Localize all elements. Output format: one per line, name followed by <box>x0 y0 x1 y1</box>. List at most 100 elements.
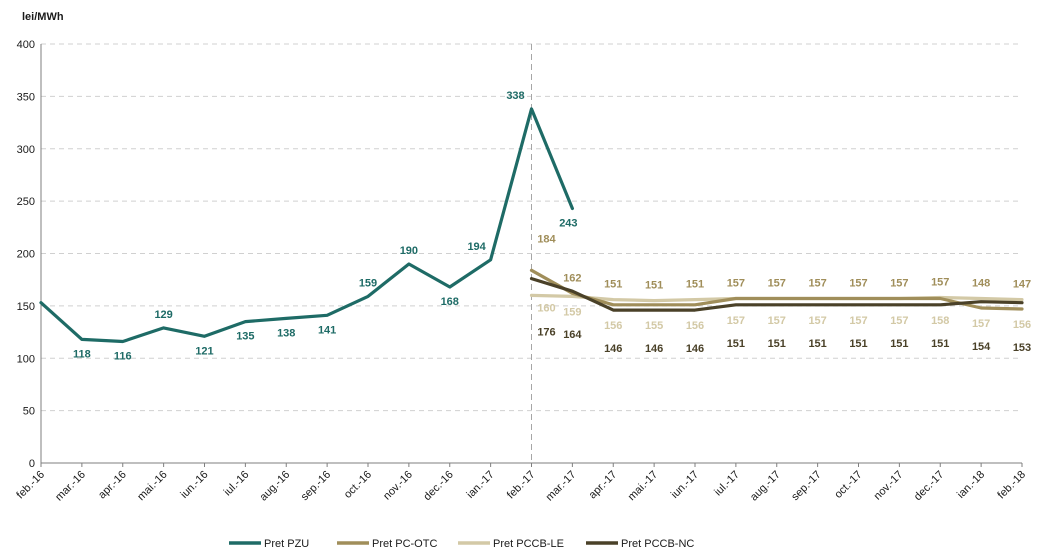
y-tick-label: 100 <box>17 353 35 365</box>
data-label: 151 <box>768 338 786 350</box>
data-label: 154 <box>972 341 991 353</box>
x-tick-label: aug.-16 <box>258 469 293 504</box>
data-label: 160 <box>537 302 555 314</box>
y-tick-label: 300 <box>17 144 35 156</box>
data-label: 151 <box>931 338 949 350</box>
data-label: 151 <box>604 279 622 291</box>
data-label: 151 <box>890 338 908 350</box>
data-label: 156 <box>604 320 622 332</box>
x-tick-label: oct.-17 <box>832 469 864 501</box>
data-label: 158 <box>931 315 949 327</box>
x-tick-label: iun.-17 <box>669 469 701 501</box>
data-label: 157 <box>808 278 826 290</box>
x-tick-label: mar.-17 <box>544 469 579 504</box>
data-label: 157 <box>768 278 786 290</box>
data-label: 156 <box>1013 319 1031 331</box>
data-label: 157 <box>890 315 908 327</box>
data-label: 157 <box>808 315 826 327</box>
data-label: 146 <box>645 343 663 355</box>
x-tick-label: dec.-16 <box>421 469 455 503</box>
data-label: 135 <box>236 331 254 343</box>
x-tick-label: mar.-16 <box>53 469 88 504</box>
x-tick-label: apr.-16 <box>96 469 129 502</box>
x-tick-label: ian.-17 <box>464 469 496 501</box>
data-label: 162 <box>563 272 581 284</box>
x-tick-label: iul.-17 <box>712 469 742 499</box>
x-tick-label: feb.-18 <box>995 469 1028 502</box>
data-label: 168 <box>441 296 459 308</box>
data-label: 147 <box>1013 279 1031 291</box>
x-tick-label: mai.-16 <box>135 469 169 503</box>
x-tick-label: feb.-16 <box>14 469 47 502</box>
data-label: 190 <box>400 245 418 257</box>
data-label: 129 <box>154 309 172 321</box>
data-label: 157 <box>727 278 745 290</box>
x-tick-label: apr.-17 <box>587 469 620 502</box>
x-tick-label: nov.-17 <box>872 469 906 503</box>
data-label: 157 <box>849 278 867 290</box>
data-label: 146 <box>686 343 704 355</box>
data-label: 146 <box>604 343 622 355</box>
y-tick-label: 400 <box>17 39 35 51</box>
data-label: 153 <box>1013 342 1031 354</box>
legend-label: Pret PC-OTC <box>372 538 437 550</box>
x-tick-label: nov.-16 <box>381 469 415 503</box>
y-tick-label: 50 <box>23 406 35 418</box>
x-tick-label: dec.-17 <box>912 469 946 503</box>
data-label: 151 <box>727 338 745 350</box>
x-axis-ticks: feb.-16 mar.-16 apr.-16 mai.-16 iun.-16 iul.-… <box>14 463 1028 504</box>
data-label: 151 <box>808 338 826 350</box>
data-label: 151 <box>645 280 663 292</box>
data-label: 194 <box>467 241 486 253</box>
data-label: 138 <box>277 327 295 339</box>
series-line <box>39 107 575 344</box>
data-label: 151 <box>686 279 704 291</box>
data-label: 164 <box>563 329 582 341</box>
data-label: 156 <box>686 320 704 332</box>
x-tick-label: feb.-17 <box>505 469 538 502</box>
data-label: 121 <box>195 345 213 357</box>
data-label: 159 <box>359 277 377 289</box>
data-label: 157 <box>849 315 867 327</box>
y-tick-label: 200 <box>17 249 35 261</box>
x-tick-label: sep.-17 <box>789 469 823 503</box>
data-label: 116 <box>114 350 132 362</box>
data-label: 159 <box>563 306 581 318</box>
data-label: 157 <box>727 315 745 327</box>
data-label: 151 <box>849 338 867 350</box>
series-line <box>529 268 1024 311</box>
data-label: 157 <box>768 315 786 327</box>
y-axis-unit-label: lei/MWh <box>22 11 64 23</box>
data-label: 157 <box>890 278 908 290</box>
data-label: 155 <box>645 320 663 332</box>
x-tick-label: aug.-17 <box>748 469 783 504</box>
data-label: 118 <box>73 348 91 360</box>
y-tick-label: 350 <box>17 91 35 103</box>
x-tick-label: oct.-16 <box>342 469 374 501</box>
series-line <box>529 277 1024 312</box>
y-tick-label: 0 <box>29 458 35 470</box>
x-tick-label: ian.-18 <box>955 469 987 501</box>
x-tick-label: iul.-16 <box>222 469 252 499</box>
data-label: 184 <box>537 233 556 245</box>
legend-label: Pret PCCB-LE <box>493 538 564 550</box>
legend: Pret PZU Pret PC-OTC Pret PCCB-LE Pret PCCB… <box>229 538 694 550</box>
data-label: 157 <box>972 318 990 330</box>
series-lines <box>39 107 1024 344</box>
data-label: 338 <box>506 90 524 102</box>
x-tick-label: mai.-17 <box>626 469 660 503</box>
y-tick-label: 250 <box>17 196 35 208</box>
legend-label: Pret PZU <box>264 538 309 550</box>
y-tick-label: 150 <box>17 301 35 313</box>
x-tick-label: iun.-16 <box>178 469 210 501</box>
legend-label: Pret PCCB-NC <box>621 538 694 550</box>
grid-lines <box>40 43 1022 464</box>
data-label: 141 <box>318 324 336 336</box>
data-label: 176 <box>537 327 555 339</box>
x-tick-label: sep.-16 <box>299 469 333 503</box>
data-label: 148 <box>972 278 990 290</box>
y-axis-ticks: 0 50 100 150 200 250 300 350 400 <box>17 39 35 470</box>
data-label: 157 <box>931 276 949 288</box>
